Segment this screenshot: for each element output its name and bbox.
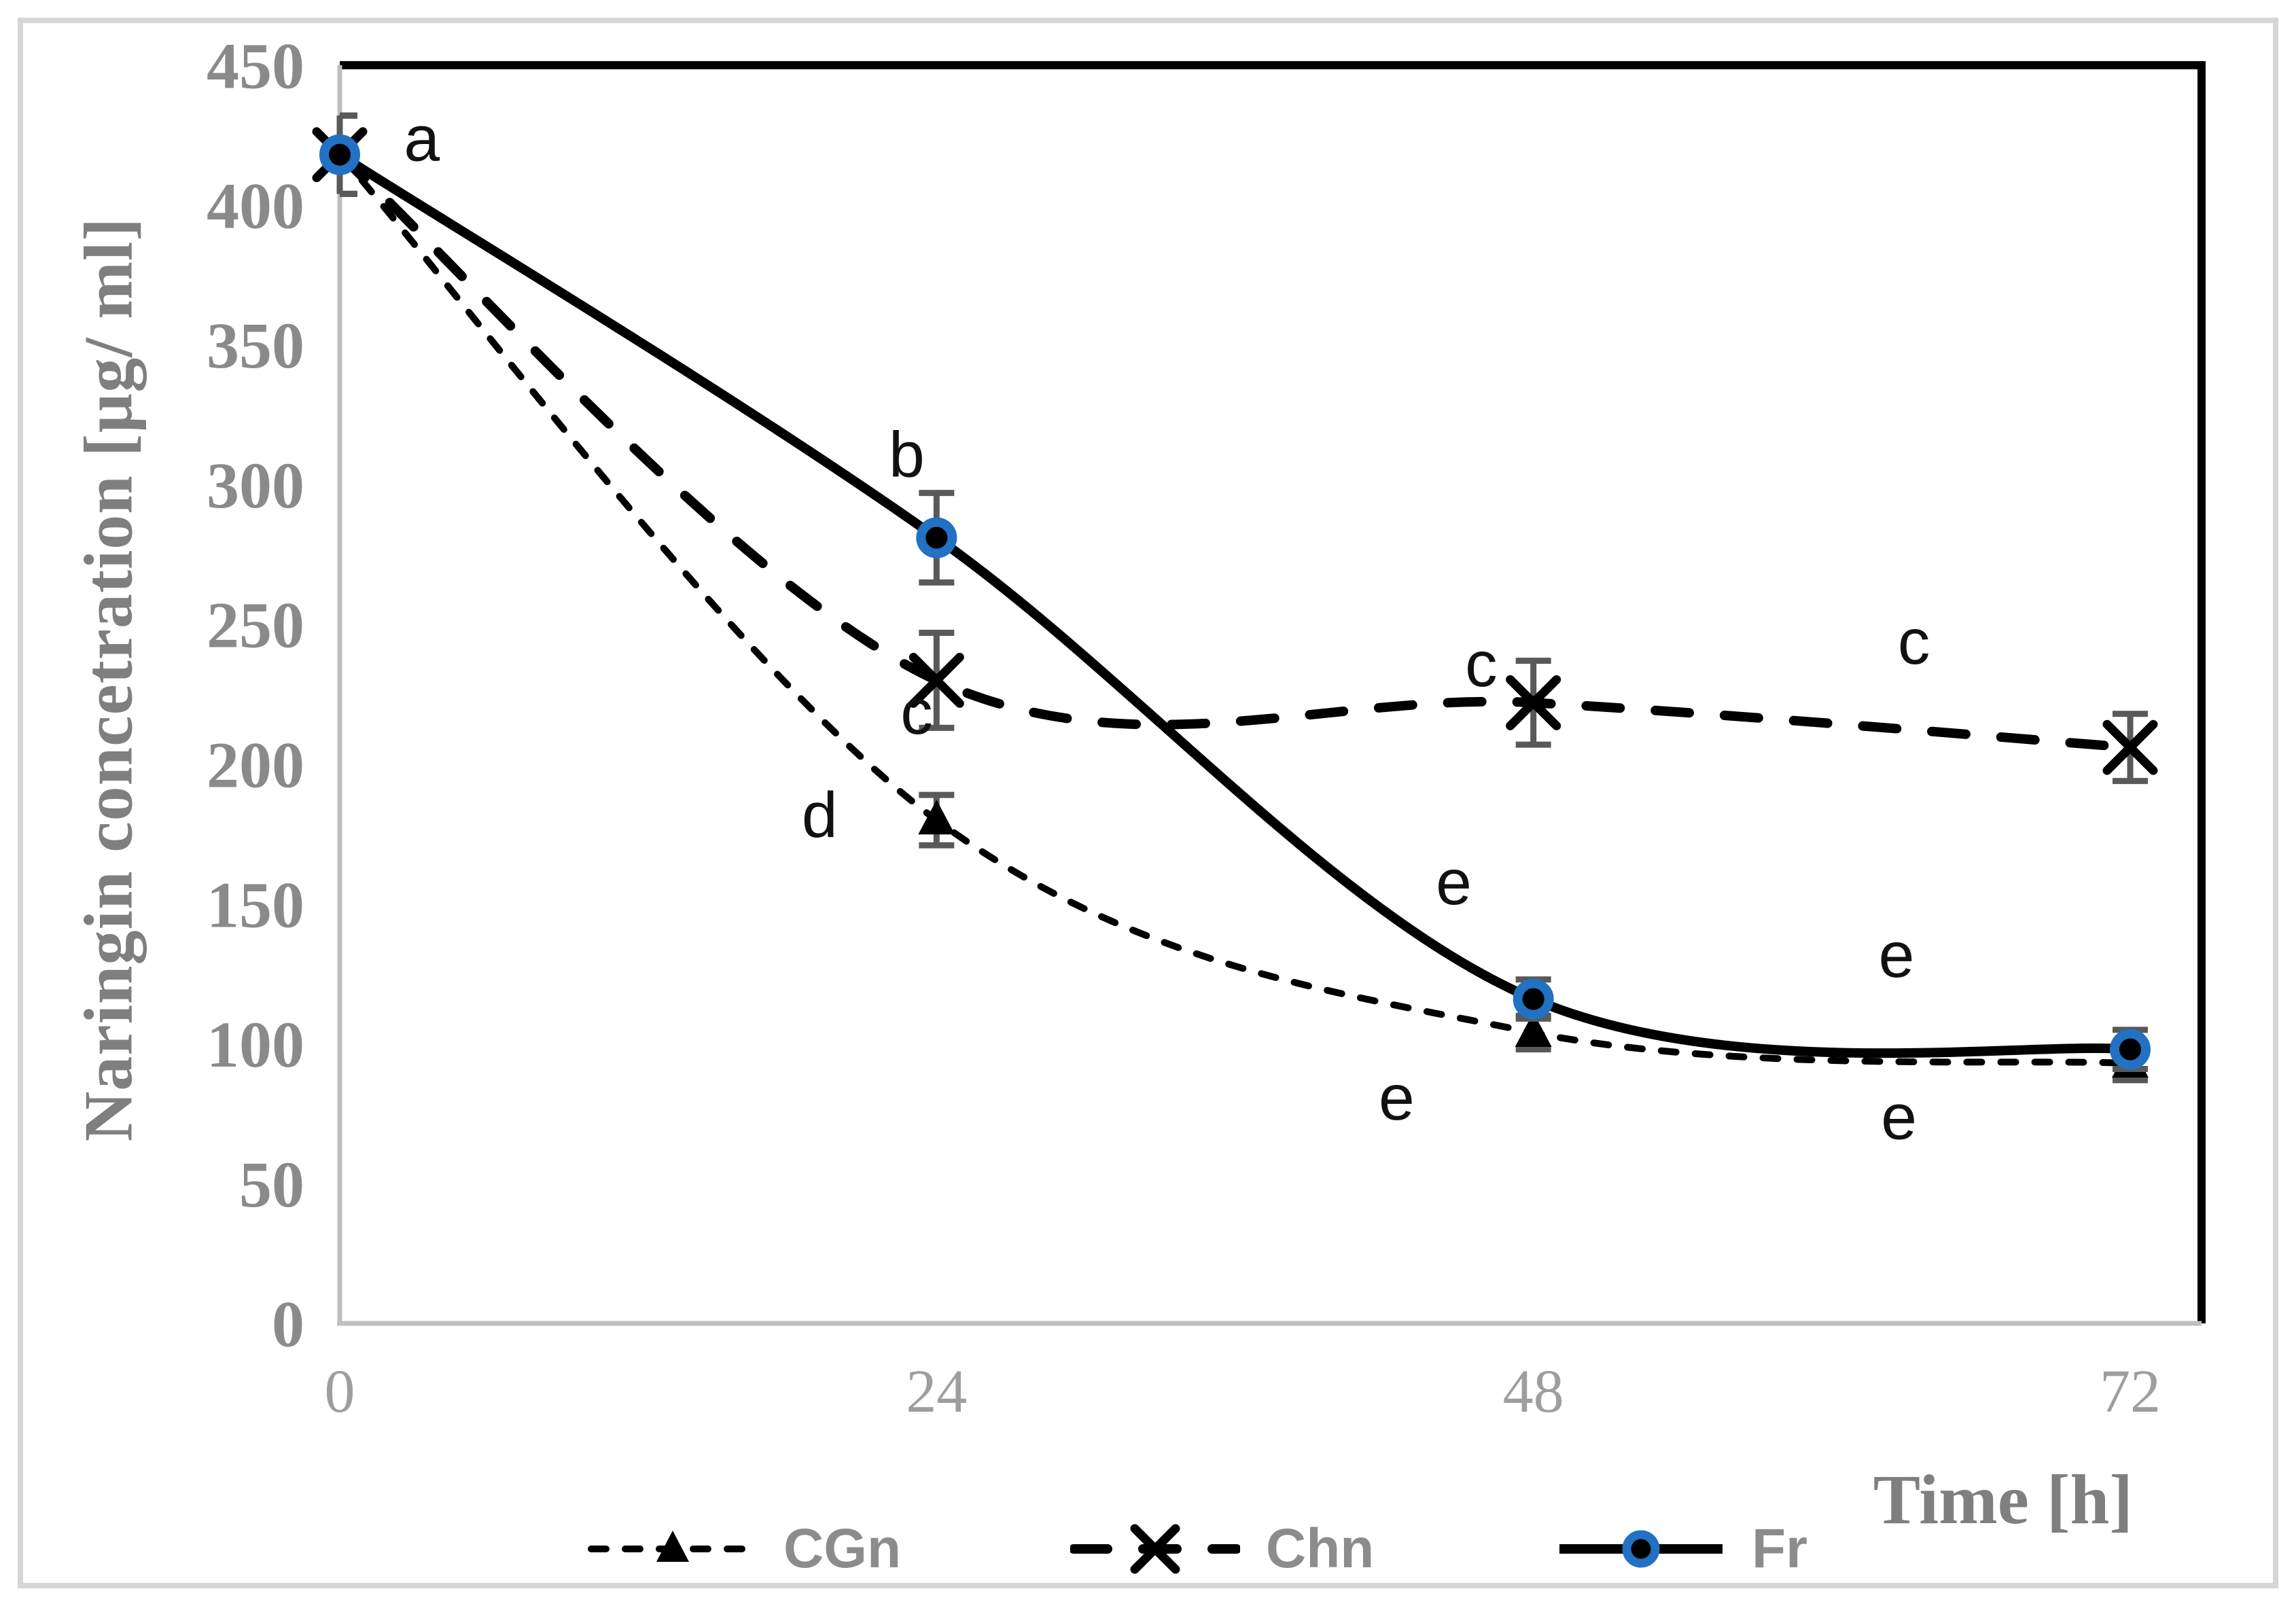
x-marker-Chn-72 (2102, 719, 2158, 775)
y-tick-label-300: 300 (207, 449, 304, 522)
series-line-Chn (335, 149, 2135, 753)
legend-item-fr: Fr (1556, 1498, 1807, 1600)
y-tick-label-350: 350 (207, 309, 304, 382)
circle-marker-Fr-24 (916, 517, 957, 558)
y-tick-label-150: 150 (207, 868, 304, 941)
legend-label-chn: Chn (1266, 1518, 1375, 1580)
triangle-marker-CGn-48 (1515, 1012, 1552, 1047)
annotation-e-9: e (1881, 1082, 1917, 1154)
y-axis-title: Naringin concetration [µg/ ml] (70, 217, 147, 1142)
legend-item-chn: Chn (1070, 1498, 1374, 1600)
legend-swatch-cgn (588, 1531, 758, 1562)
annotation-a-0: a (404, 103, 440, 175)
legend-swatch-chn (1070, 1524, 1240, 1574)
y-tick-label-200: 200 (207, 728, 304, 801)
x-marker-Chn-48 (1506, 675, 1561, 730)
x-axis-title: Time [h] (1873, 1461, 2133, 1539)
y-tick-label-400: 400 (207, 169, 304, 242)
x-tick-label-72: 72 (2100, 1358, 2161, 1425)
annotation-c-4: c (1465, 628, 1498, 700)
y-tick-label-100: 100 (207, 1008, 304, 1081)
x-marker-Chn-24 (908, 652, 964, 708)
legend-label-fr: Fr (1752, 1518, 1807, 1580)
x-tick-label-0: 0 (325, 1358, 355, 1425)
annotation-d-3: d (802, 779, 838, 851)
y-tick-label-250: 250 (207, 589, 304, 662)
legend-swatch-fr (1559, 1530, 1723, 1568)
annotation-e-5: e (1436, 846, 1472, 918)
circle-marker-Fr-48 (1513, 978, 1554, 1020)
annotation-e-8: e (1879, 919, 1915, 991)
annotation-e-6: e (1379, 1062, 1415, 1134)
legend: CGn Chn Fr (0, 1498, 2296, 1600)
circle-marker-Fr-0 (319, 134, 360, 175)
legend-label-cgn: CGn (783, 1518, 902, 1580)
y-tick-label-450: 450 (207, 30, 304, 103)
y-tick-label-50: 50 (239, 1148, 304, 1221)
series-line-Fr (337, 150, 2131, 1058)
x-tick-label-48: 48 (1503, 1358, 1564, 1425)
y-tick-label-0: 0 (272, 1288, 304, 1361)
series-line-CGn (336, 151, 2134, 1067)
annotation-c-7: c (1898, 606, 1930, 678)
legend-item-cgn: CGn (588, 1498, 901, 1600)
circle-marker-Fr-72 (2110, 1029, 2151, 1070)
annotation-c-2: c (900, 676, 933, 748)
annotation-b-1: b (889, 418, 925, 490)
x-tick-label-24: 24 (906, 1358, 967, 1425)
triangle-marker-CGn-24 (918, 800, 955, 835)
